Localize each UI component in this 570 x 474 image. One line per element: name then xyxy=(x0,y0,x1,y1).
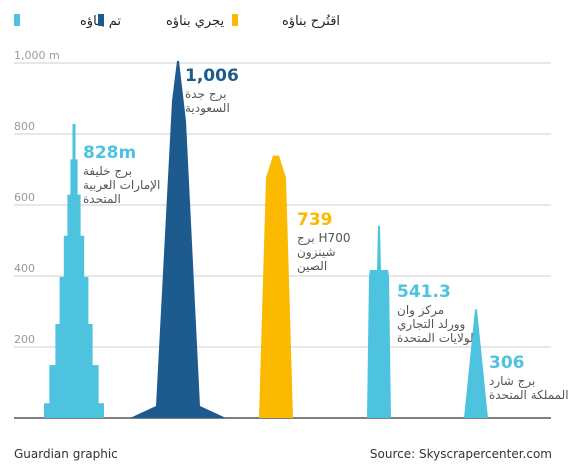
building-3-value-label: 739 xyxy=(297,210,333,230)
building-4-silhouette xyxy=(367,225,391,418)
building-4-name-line: وورلد التجاري xyxy=(397,317,465,332)
credit-text: Guardian graphic xyxy=(14,447,118,461)
building-2-name-line: السعودية xyxy=(185,101,230,116)
y-tick-label: 600 xyxy=(14,191,35,204)
building-3-silhouette xyxy=(259,155,293,418)
building-1-value-label: 828m xyxy=(83,143,136,163)
legend-swatch xyxy=(232,14,238,26)
building-2-name-line: برج جدة xyxy=(185,87,227,102)
building-5-name-line: المملكة المتحدة xyxy=(489,388,569,402)
building-4-name-line: الولايات المتحدة xyxy=(397,331,477,346)
building-1-silhouette xyxy=(44,124,104,418)
building-5-silhouette xyxy=(464,309,488,418)
building-2-value-label: 1,006 xyxy=(185,66,239,86)
building-4-value-label: 541.3 xyxy=(397,282,451,302)
legend-label: اقتُرح بناؤه xyxy=(282,14,340,29)
y-tick-label: 800 xyxy=(14,120,35,133)
building-2-silhouette xyxy=(130,60,226,419)
building-1-name-line: برج خليفة xyxy=(83,164,132,179)
legend-label: يجري بناؤه xyxy=(166,14,224,29)
building-3-name-line: الصين xyxy=(297,259,327,274)
y-tick-label: 400 xyxy=(14,262,35,275)
building-1-name-line: المتحدة xyxy=(83,192,121,206)
building-3-name-line: شينزون xyxy=(297,245,336,260)
building-1-name-line: الإمارات العربية xyxy=(83,178,160,193)
building-3-name-line: برج H700 xyxy=(297,231,350,246)
building-5-value-label: 306 xyxy=(489,353,525,373)
y-tick-label: 200 xyxy=(14,333,35,346)
legend-swatch xyxy=(98,14,104,26)
y-tick-label: 1,000 m xyxy=(14,49,60,62)
building-5-name-line: برج شارد xyxy=(489,374,535,389)
legend-swatch xyxy=(14,14,20,26)
source-text: Source: Skyscrapercenter.com xyxy=(369,447,552,461)
building-4-name-line: مركز وان xyxy=(397,303,444,318)
